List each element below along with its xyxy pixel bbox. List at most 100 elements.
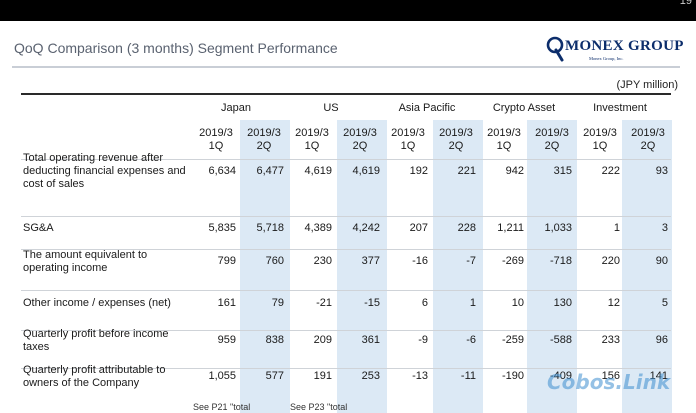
period-header-line: 1Q [592, 140, 608, 152]
period-header-line: 2019/3 [631, 127, 665, 139]
period-header-line: 1Q [304, 140, 320, 152]
table-cell: 156 [601, 370, 620, 382]
table-cell: 577 [265, 370, 284, 382]
period-header-line: 2019/3 [295, 127, 329, 139]
row-label: The amount equivalent to operating income [23, 249, 147, 275]
table-cell: 6,634 [208, 165, 236, 177]
table-cell: 4,242 [352, 222, 380, 234]
table-cell: 3 [661, 222, 668, 234]
period-header-line: 2Q [640, 140, 656, 152]
highlight-column-4 [527, 120, 577, 413]
period-header-line: 2019/3 [247, 127, 281, 139]
table-cell: 222 [601, 165, 620, 177]
row-label-line: owners of the Company [23, 376, 140, 389]
table-cell: 6 [421, 297, 428, 309]
logo-subtext: Monex Group, Inc. [589, 56, 624, 61]
row-label-line: Quarterly profit attributable to [23, 363, 166, 376]
table-cell: -409 [549, 370, 572, 382]
table-cell: -718 [549, 255, 572, 267]
table-cell: -7 [466, 255, 476, 267]
table-cell: 760 [265, 255, 284, 267]
period-header: 2019/3 1Q [380, 127, 428, 153]
segment-header: Asia Pacific [398, 102, 456, 114]
table-cell: 141 [649, 370, 668, 382]
row-label-line: Other income / expenses (net) [23, 297, 171, 309]
table-cell: 799 [217, 255, 236, 267]
row-label-line: The amount equivalent to [23, 248, 148, 261]
table-cell: 253 [361, 370, 380, 382]
row-label: Quarterly profit before income taxes [23, 328, 169, 354]
period-header-line: 2Q [544, 140, 560, 152]
row-divider [21, 330, 671, 331]
table-cell: -9 [418, 334, 428, 346]
table-cell: 12 [607, 297, 620, 309]
table-cell: -269 [501, 255, 524, 267]
table-cell: -16 [412, 255, 428, 267]
page-title: QoQ Comparison (3 months) Segment Perfor… [14, 40, 338, 56]
period-header-line: 2019/3 [343, 127, 377, 139]
table-cell: -11 [460, 370, 476, 382]
period-header-line: 2019/3 [439, 127, 473, 139]
table-cell: 130 [553, 297, 572, 309]
table-cell: 1,211 [497, 222, 524, 234]
row-divider [21, 290, 671, 291]
table-cell: 79 [271, 297, 284, 309]
period-header-line: 2Q [256, 140, 272, 152]
table-cell: 4,619 [304, 165, 332, 177]
table-cell: 361 [361, 334, 380, 346]
table-cell: 1 [613, 222, 620, 234]
period-header: 2019/3 1Q [284, 127, 332, 153]
table-cell: -190 [501, 370, 524, 382]
period-header-line: 2Q [352, 140, 368, 152]
table-cell: 10 [511, 297, 524, 309]
period-header: 2019/3 1Q [476, 127, 524, 153]
table-cell: 192 [409, 165, 428, 177]
period-header-line: 2Q [448, 140, 464, 152]
table-cell: 228 [457, 222, 476, 234]
row-divider [21, 159, 671, 160]
table-cell: 191 [313, 370, 332, 382]
row-divider [21, 216, 671, 217]
period-header: 2019/3 2Q [428, 127, 476, 153]
footnote-us: See P23 "total [290, 402, 348, 412]
logo-name: MONEX GROUP [565, 38, 684, 54]
period-header: 2019/3 1Q [188, 127, 236, 153]
period-header-line: 2019/3 [535, 127, 569, 139]
table-cell: 4,619 [352, 165, 380, 177]
table-cell: 5,835 [208, 222, 236, 234]
monex-logo: MONEX GROUP Monex Group, Inc. [545, 36, 683, 64]
table-cell: 209 [313, 334, 332, 346]
period-header-line: 1Q [496, 140, 512, 152]
row-label-line: SG&A [23, 222, 54, 234]
period-header: 2019/3 1Q [572, 127, 620, 153]
table-cell: 1 [469, 297, 476, 309]
highlight-column-3 [433, 120, 483, 413]
table-cell: 93 [655, 165, 668, 177]
watermark: Cobos.Link [547, 370, 671, 394]
row-label-line: cost of sales [23, 178, 85, 190]
period-header: 2019/3 2Q [524, 127, 572, 153]
period-header-line: 1Q [400, 140, 416, 152]
table-cell: 220 [601, 255, 620, 267]
segment-header: Japan [221, 102, 251, 114]
table-cell: -259 [501, 334, 524, 346]
row-label: Quarterly profit attributable to owners o… [23, 364, 165, 390]
segment-header: Investment [593, 102, 647, 114]
row-divider [21, 368, 671, 369]
row-divider [21, 249, 671, 250]
top-bar [0, 0, 696, 21]
table-cell: -13 [412, 370, 428, 382]
page-number: 19 [679, 0, 692, 7]
table-cell: -6 [466, 334, 476, 346]
table-cell: 221 [457, 165, 476, 177]
highlight-column-1 [240, 120, 290, 413]
period-header-line: 2019/3 [391, 127, 425, 139]
highlight-column-2 [337, 120, 387, 413]
segment-header: US [323, 102, 339, 114]
table-cell: 5,718 [256, 222, 284, 234]
period-header-line: 2019/3 [487, 127, 521, 139]
period-header: 2019/3 2Q [332, 127, 380, 153]
table-cell: -21 [316, 297, 332, 309]
table-cell: 233 [601, 334, 620, 346]
segment-header: Crypto Asset [492, 102, 556, 114]
